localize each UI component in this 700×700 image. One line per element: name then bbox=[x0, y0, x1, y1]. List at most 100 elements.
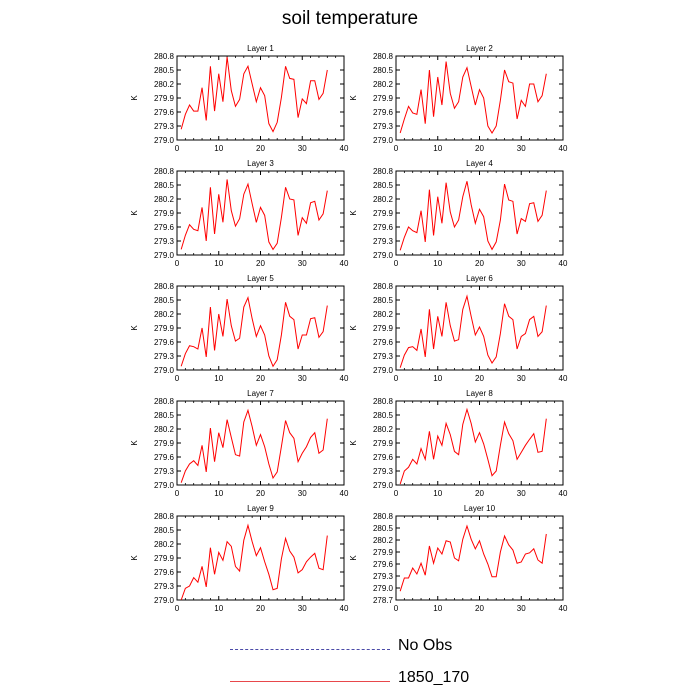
y-tick-label: 279.0 bbox=[154, 481, 175, 490]
legend-item-1850-170: 1850_170 bbox=[230, 669, 530, 693]
y-tick-label: 279.3 bbox=[373, 467, 394, 476]
y-tick-label: 279.0 bbox=[154, 251, 175, 260]
series-line bbox=[399, 407, 547, 485]
plot-frame bbox=[176, 515, 345, 601]
x-tick-label: 30 bbox=[517, 489, 526, 498]
panel-title: Layer 6 bbox=[466, 274, 493, 283]
series-line bbox=[399, 294, 547, 368]
panel-title: Layer 10 bbox=[464, 504, 496, 513]
panel-layer-3: Layer 3 K 0 10 20 30 40 279.0 279.3 279.6 279.9 280… bbox=[130, 159, 349, 268]
y-tick-label: 280.5 bbox=[373, 524, 394, 533]
x-tick-label: 0 bbox=[394, 489, 399, 498]
y-tick-label: 280.2 bbox=[373, 310, 394, 319]
y-tick-label: 280.5 bbox=[154, 526, 175, 535]
series-line bbox=[399, 524, 547, 592]
y-tick-label: 280.8 bbox=[373, 52, 394, 61]
y-tick-label: 280.2 bbox=[373, 536, 394, 545]
x-tick-label: 0 bbox=[175, 374, 180, 383]
panel-title: Layer 1 bbox=[247, 44, 274, 53]
series-line bbox=[399, 61, 547, 134]
series-line bbox=[180, 56, 328, 133]
x-tick-label: 10 bbox=[433, 374, 442, 383]
x-tick-label: 0 bbox=[394, 144, 399, 153]
y-tick-label: 279.9 bbox=[154, 209, 175, 218]
x-tick-label: 0 bbox=[394, 259, 399, 268]
y-axis-label: K bbox=[130, 440, 139, 446]
y-tick-label: 280.2 bbox=[373, 195, 394, 204]
y-tick-label: 280.2 bbox=[373, 425, 394, 434]
legend-label: 1850_170 bbox=[398, 669, 470, 686]
y-tick-label: 280.5 bbox=[154, 181, 175, 190]
panel-title: Layer 5 bbox=[247, 274, 274, 283]
series-line bbox=[180, 408, 328, 483]
x-tick-label: 20 bbox=[475, 259, 484, 268]
x-tick-label: 10 bbox=[433, 489, 442, 498]
y-tick-label: 280.5 bbox=[373, 181, 394, 190]
y-tick-label: 279.0 bbox=[154, 136, 175, 145]
y-tick-label: 279.6 bbox=[373, 338, 394, 347]
y-tick-label: 279.3 bbox=[373, 572, 394, 581]
y-tick-label: 280.5 bbox=[154, 296, 175, 305]
panel-title: Layer 9 bbox=[247, 504, 274, 513]
panel-title: Layer 3 bbox=[247, 159, 274, 168]
y-axis-label: K bbox=[349, 325, 358, 331]
y-tick-label: 279.9 bbox=[154, 324, 175, 333]
y-axis-label: K bbox=[349, 95, 358, 101]
y-tick-label: 280.2 bbox=[154, 540, 175, 549]
y-tick-label: 279.6 bbox=[154, 223, 175, 232]
y-tick-label: 279.0 bbox=[373, 481, 394, 490]
y-tick-label: 280.2 bbox=[154, 425, 175, 434]
x-tick-label: 30 bbox=[517, 144, 526, 153]
y-axis-label: K bbox=[349, 555, 358, 561]
y-tick-label: 280.8 bbox=[373, 282, 394, 291]
plot-frame bbox=[176, 170, 345, 256]
x-tick-label: 40 bbox=[340, 489, 349, 498]
series-line bbox=[180, 296, 328, 368]
y-tick-label: 279.6 bbox=[373, 560, 394, 569]
y-tick-label: 280.8 bbox=[154, 167, 175, 176]
x-tick-label: 20 bbox=[256, 259, 265, 268]
x-tick-label: 40 bbox=[559, 259, 568, 268]
x-tick-label: 30 bbox=[517, 374, 526, 383]
x-tick-label: 40 bbox=[340, 144, 349, 153]
y-tick-label: 280.5 bbox=[373, 66, 394, 75]
y-tick-label: 279.6 bbox=[373, 223, 394, 232]
y-axis-label: K bbox=[130, 95, 139, 101]
y-tick-label: 279.9 bbox=[154, 439, 175, 448]
y-tick-label: 279.0 bbox=[154, 596, 175, 605]
x-tick-label: 10 bbox=[214, 259, 223, 268]
y-tick-label: 280.8 bbox=[373, 512, 394, 521]
y-tick-label: 279.3 bbox=[154, 122, 175, 131]
x-tick-label: 20 bbox=[475, 604, 484, 613]
y-tick-label: 279.9 bbox=[373, 94, 394, 103]
y-tick-label: 280.2 bbox=[154, 80, 175, 89]
panel-layer-4: Layer 4 K 0 10 20 30 40 279.0 279.3 279.6 279.9 280… bbox=[349, 159, 568, 268]
panel-layer-6: Layer 6 K 0 10 20 30 40 279.0 279.3 279.6 279.9 280… bbox=[349, 274, 568, 383]
y-tick-label: 279.9 bbox=[373, 548, 394, 557]
x-tick-label: 40 bbox=[559, 489, 568, 498]
legend: No Obs 1850_170 bbox=[230, 637, 530, 697]
y-axis-label: K bbox=[349, 210, 358, 216]
x-tick-label: 20 bbox=[475, 489, 484, 498]
y-tick-label: 279.6 bbox=[154, 338, 175, 347]
x-tick-label: 20 bbox=[256, 144, 265, 153]
plot-frame bbox=[395, 515, 564, 601]
y-tick-label: 279.9 bbox=[373, 324, 394, 333]
y-axis-label: K bbox=[130, 210, 139, 216]
x-tick-label: 10 bbox=[214, 604, 223, 613]
y-tick-label: 280.8 bbox=[154, 282, 175, 291]
legend-swatch-dashed bbox=[230, 649, 390, 650]
figure-title: soil temperature bbox=[281, 8, 419, 29]
x-tick-label: 0 bbox=[175, 259, 180, 268]
x-tick-label: 30 bbox=[517, 259, 526, 268]
y-tick-label: 280.2 bbox=[373, 80, 394, 89]
y-tick-label: 279.9 bbox=[373, 439, 394, 448]
panel-layer-7: Layer 7 K 0 10 20 30 40 279.0 279.3 279.6 279.9 280… bbox=[130, 389, 349, 498]
panel-title: Layer 4 bbox=[466, 159, 493, 168]
y-tick-label: 280.8 bbox=[373, 167, 394, 176]
y-tick-label: 280.5 bbox=[373, 411, 394, 420]
x-tick-label: 20 bbox=[256, 374, 265, 383]
y-tick-label: 279.6 bbox=[373, 108, 394, 117]
x-tick-label: 30 bbox=[298, 604, 307, 613]
